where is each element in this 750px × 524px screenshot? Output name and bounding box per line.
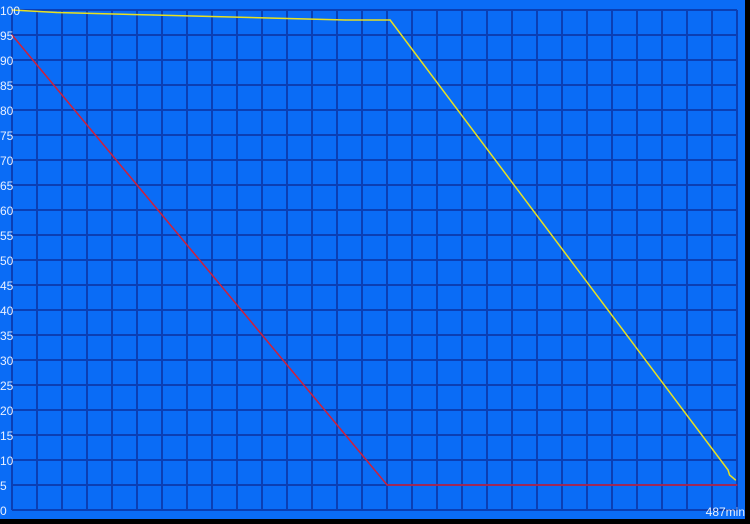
y-tick-label: 50 (0, 254, 14, 268)
y-tick-label: 55 (0, 229, 14, 243)
y-tick-label: 45 (0, 279, 14, 293)
y-tick-label: 30 (0, 354, 14, 368)
y-tick-label: 0 (0, 504, 7, 518)
series-1-point (11, 34, 13, 36)
series-1-point (386, 484, 388, 486)
y-tick-label: 40 (0, 304, 14, 318)
y-tick-label: 90 (0, 54, 14, 68)
series-0-point (727, 469, 729, 471)
y-tick-label: 70 (0, 154, 14, 168)
y-tick-label: 20 (0, 404, 14, 418)
y-tick-label: 80 (0, 104, 14, 118)
y-tick-label: 100 (0, 4, 20, 18)
y-tick-label: 95 (0, 29, 14, 43)
y-tick-label: 25 (0, 379, 14, 393)
y-tick-labels: 0 5 10 15 20 25 30 35 40 45 50 55 60 65 70 75 80 85 90 95 10… (0, 4, 20, 518)
y-tick-label: 10 (0, 454, 14, 468)
y-tick-label: 75 (0, 129, 14, 143)
series-layer (11, 9, 738, 486)
frame-bottom (0, 519, 750, 524)
series-0-point (389, 19, 391, 21)
y-tick-label: 60 (0, 204, 14, 218)
series-0-point (249, 16, 251, 19)
grid (11, 9, 738, 511)
y-tick-label: 85 (0, 79, 14, 93)
y-tick-label: 65 (0, 179, 14, 193)
y-tick-label: 15 (0, 429, 14, 443)
series-0-point (344, 19, 347, 21)
series-0-point (56, 11, 58, 14)
y-tick-label: 35 (0, 329, 14, 343)
x-axis-end-label: 487min (706, 505, 745, 519)
y-tick-label: 5 (0, 479, 7, 493)
series-0-point (152, 14, 155, 16)
series-0-point (11, 9, 13, 11)
series-0-point (734, 479, 737, 481)
series-1-point (736, 484, 738, 486)
frame-right (745, 0, 750, 524)
series-0-point (728, 474, 731, 476)
